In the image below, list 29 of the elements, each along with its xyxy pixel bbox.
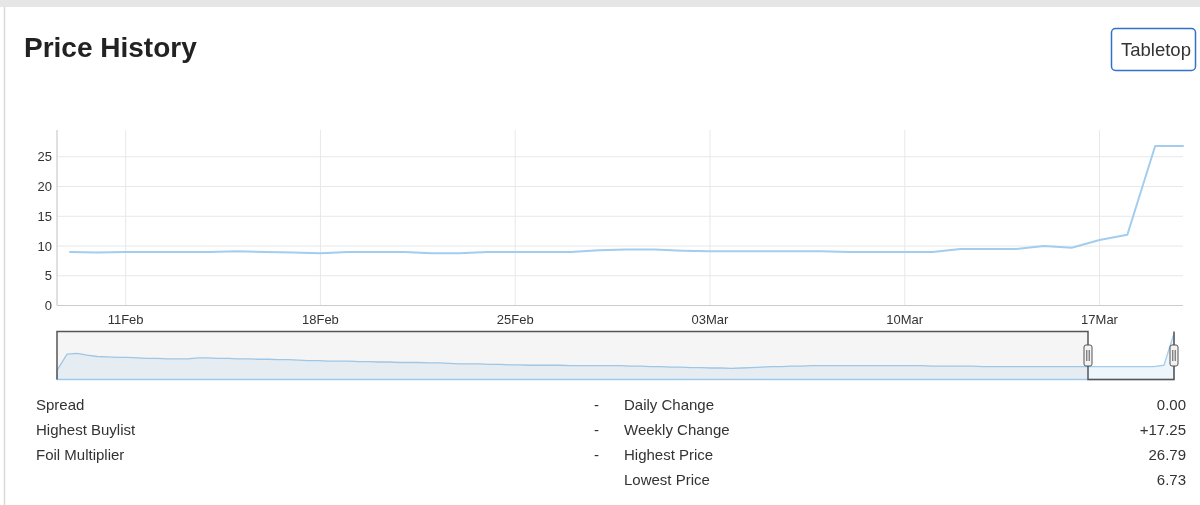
text: Highest Buylist xyxy=(36,421,137,438)
text: Tabletop xyxy=(1121,39,1191,60)
x-tick-label: 10Mar xyxy=(886,311,924,327)
x-tick-label: 11Feb xyxy=(107,311,144,327)
chart-title: Price History xyxy=(24,32,198,63)
text: - xyxy=(594,446,599,463)
text: Daily Change xyxy=(624,396,715,413)
y-tick-label: 10 xyxy=(37,238,52,254)
y-tick-label: 20 xyxy=(37,179,52,195)
x-tick-label: 17Mar xyxy=(1081,311,1119,327)
text: 0.00 xyxy=(1156,396,1186,413)
x-tick-label: 25Feb xyxy=(496,311,534,327)
text: +17.25 xyxy=(1139,421,1186,438)
text: Foil Multiplier xyxy=(36,446,125,463)
y-tick-label: 5 xyxy=(44,268,52,284)
text: Lowest Price xyxy=(624,471,710,488)
text: - xyxy=(594,396,599,413)
y-tick-label: 25 xyxy=(37,149,52,165)
text: Spread xyxy=(36,396,85,413)
y-tick-label: 15 xyxy=(37,208,52,224)
x-tick-label: 03Mar xyxy=(691,311,730,327)
line-series xyxy=(69,145,1184,255)
text: 26.79 xyxy=(1148,446,1186,463)
text: Weekly Change xyxy=(624,421,730,438)
y-tick-label: 0 xyxy=(44,298,52,314)
x-tick-label: 18Feb xyxy=(301,311,339,327)
text: Highest Price xyxy=(624,446,714,463)
text: 6.73 xyxy=(1156,471,1186,488)
text: - xyxy=(594,421,599,438)
